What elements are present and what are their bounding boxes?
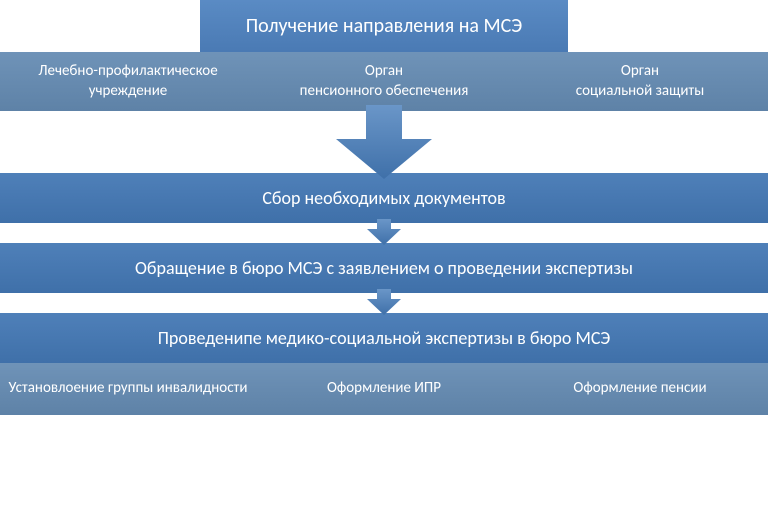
arrow-gap-2 [0, 223, 768, 243]
outcome-label-2: Оформление ИПР [327, 379, 441, 397]
flowchart-container: Получение направления на МСЭ Лечебно-про… [0, 0, 768, 526]
arrow-small-icon-2 [367, 289, 401, 315]
source-label-1: Лечебно-профилактическое учреждение [38, 62, 217, 100]
outcome-label-3: Оформление пенсии [573, 379, 706, 397]
source-cell-3: Органсоциальной защиты [512, 52, 768, 111]
arrow-large-icon [336, 105, 432, 179]
header-title: Получение направления на МСЭ [246, 14, 523, 38]
step3-text: Обращение в бюро МСЭ с заявлением о пров… [0, 243, 768, 293]
outcome-cell-1: Установлоение группы инвалидности [0, 363, 256, 415]
step4-text: Проведенипе медико-социальной экспертизы… [0, 313, 768, 363]
outcome-cell-3: Оформление пенсии [512, 363, 768, 415]
source-cell-1: Лечебно-профилактическое учреждение [0, 52, 256, 111]
source-cell-2: Органпенсионного обеспечения [256, 52, 512, 111]
step4-bar: Проведенипе медико-социальной экспертизы… [0, 313, 768, 363]
outcome-cell-2: Оформление ИПР [256, 363, 512, 415]
step2-text: Сбор необходимых документов [0, 173, 768, 223]
step3-bar: Обращение в бюро МСЭ с заявлением о пров… [0, 243, 768, 293]
sources-row: Лечебно-профилактическое учреждение Орга… [0, 52, 768, 111]
arrow-gap-3 [0, 293, 768, 313]
source-label-3: Органсоциальной защиты [576, 62, 704, 100]
outcomes-row: Установлоение группы инвалидности Оформл… [0, 363, 768, 415]
arrow-gap-1 [0, 111, 768, 173]
source-label-2: Органпенсионного обеспечения [300, 62, 469, 100]
outcome-label-1: Установлоение группы инвалидности [9, 379, 248, 397]
header-box: Получение направления на МСЭ [200, 0, 568, 52]
step2-bar: Сбор необходимых документов [0, 173, 768, 223]
arrow-small-icon-1 [367, 219, 401, 245]
